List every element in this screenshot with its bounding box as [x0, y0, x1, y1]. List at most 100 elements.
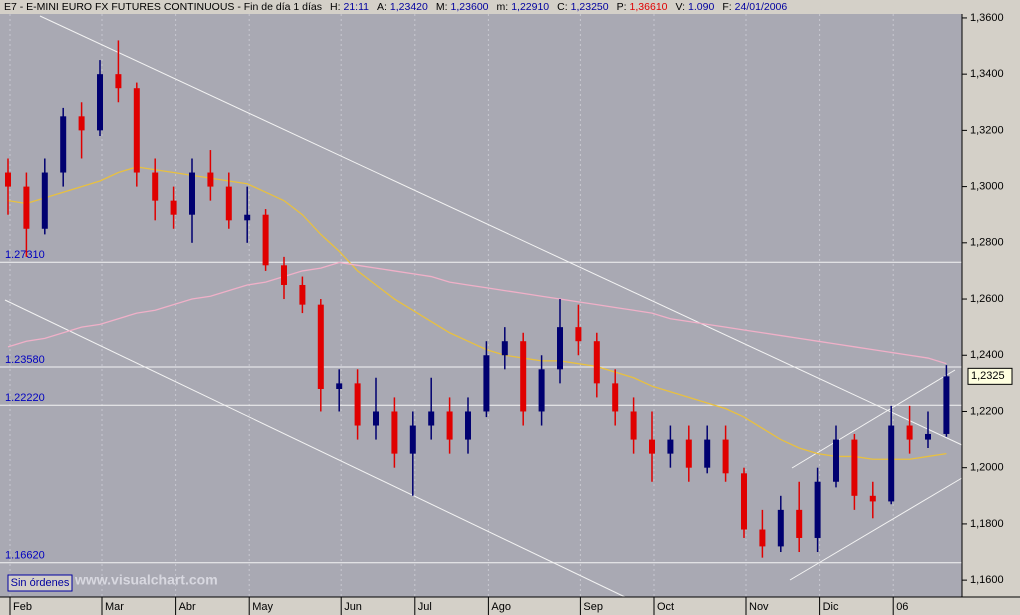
candle-body [796, 509, 803, 538]
candle-body [299, 284, 306, 305]
candle-body [759, 529, 766, 547]
y-tick-label: 1,2800 [970, 237, 1004, 249]
candle-body [41, 172, 48, 229]
last-price-badge [967, 367, 1013, 385]
candle-body [612, 383, 619, 412]
trend-line [791, 369, 956, 469]
trend-line [39, 15, 963, 446]
candle-body [814, 481, 821, 538]
header-field-label: H: [330, 1, 341, 13]
candle-body [593, 341, 600, 384]
last-price-label: 1,2325 [971, 370, 1005, 382]
header-field-value: 1,22910 [511, 1, 549, 13]
x-tick-label: Ago [491, 601, 511, 613]
x-tick-label: Nov [749, 601, 769, 613]
header-field-label: m: [497, 1, 509, 13]
x-tick-label: Oct [657, 601, 674, 613]
candle-body [152, 172, 159, 201]
candle-body [575, 327, 582, 342]
candle-body [722, 439, 729, 474]
candle-body [777, 509, 784, 547]
header: E7 - E-MINI EURO FX FUTURES CONTINUOUS -… [4, 1, 787, 13]
x-tick-label: Dic [823, 601, 839, 613]
y-tick-label: 1,2600 [970, 293, 1004, 305]
y-tick-label: 1,3600 [970, 12, 1004, 24]
moving-average [7, 261, 947, 365]
candle-body [115, 74, 122, 89]
x-tick-label: Feb [13, 601, 32, 613]
header-title: E7 - E-MINI EURO FX FUTURES CONTINUOUS -… [4, 1, 322, 13]
candle-body [501, 341, 508, 356]
candle-body [354, 383, 361, 426]
candle-body [225, 186, 232, 221]
candle-body [391, 411, 398, 454]
trend-line [4, 299, 626, 598]
candle-body [336, 383, 343, 389]
candle-body [207, 172, 214, 187]
candle-body [520, 341, 527, 412]
candle-body [741, 473, 747, 530]
candle-body [557, 327, 563, 370]
y-tick-label: 1,3000 [970, 181, 1004, 193]
candle-body [170, 200, 177, 215]
candle-body [851, 439, 858, 496]
plot-area [0, 14, 962, 597]
candle-body [667, 439, 674, 454]
candle-body [925, 433, 931, 440]
y-tick-label: 1,3400 [970, 68, 1004, 80]
candle-body [704, 439, 711, 468]
level-label: 1.27310 [5, 249, 45, 261]
header-field-value: 1,23250 [571, 1, 609, 13]
level-label: 1.23580 [5, 354, 45, 366]
header-field-value: 1.090 [688, 1, 714, 13]
candle-body [189, 172, 195, 215]
candle-body [446, 411, 453, 440]
y-tick-label: 1,2000 [970, 462, 1004, 474]
candle-body [60, 116, 67, 173]
x-tick-label: Jun [344, 601, 362, 613]
header-field-label: M: [436, 1, 448, 13]
candle-body [943, 376, 950, 434]
candle-body [244, 214, 251, 221]
y-tick-label: 1,1800 [970, 518, 1004, 530]
trend-line [789, 477, 963, 581]
candle-body [538, 369, 545, 412]
header-field-label: V: [676, 1, 686, 13]
header-field-label: C: [557, 1, 568, 13]
candle-body [685, 439, 692, 468]
orders-button-label[interactable]: Sin órdenes [11, 577, 70, 589]
candle-body [649, 439, 655, 454]
candle-body [906, 425, 913, 440]
candle-body [23, 186, 30, 229]
candle-body [888, 425, 895, 502]
header-field-value: 24/01/2006 [735, 1, 788, 13]
candle-body [97, 74, 103, 131]
candle-body [409, 425, 416, 454]
header-field-value: 1,23420 [390, 1, 428, 13]
header-field-label: P: [617, 1, 627, 13]
y-tick-label: 1,2400 [970, 349, 1004, 361]
header-field-value: 21:11 [343, 1, 369, 13]
y-tick-label: 1,3200 [970, 124, 1004, 136]
candle-body [428, 411, 435, 426]
level-label: 1.22220 [5, 392, 45, 404]
header-field-value: 1,36610 [630, 1, 668, 13]
series-layer [5, 40, 950, 558]
header-field-label: A: [377, 1, 387, 13]
trend-lines [4, 15, 963, 598]
candle-body [262, 214, 269, 266]
x-tick-label: Jul [418, 601, 432, 613]
candle-body [483, 355, 490, 412]
orders-button[interactable] [7, 574, 73, 592]
candle-body [373, 411, 379, 426]
x-tick-label: Abr [179, 601, 196, 613]
moving-average [7, 166, 947, 460]
candle-body [133, 88, 140, 173]
candle-body [5, 172, 11, 187]
candle-body [833, 439, 839, 482]
header-field-label: F: [722, 1, 731, 13]
candle-body [869, 495, 876, 502]
header-field-value: 1,23600 [451, 1, 489, 13]
candle-body [317, 304, 324, 389]
y-tick-label: 1,2200 [970, 405, 1004, 417]
